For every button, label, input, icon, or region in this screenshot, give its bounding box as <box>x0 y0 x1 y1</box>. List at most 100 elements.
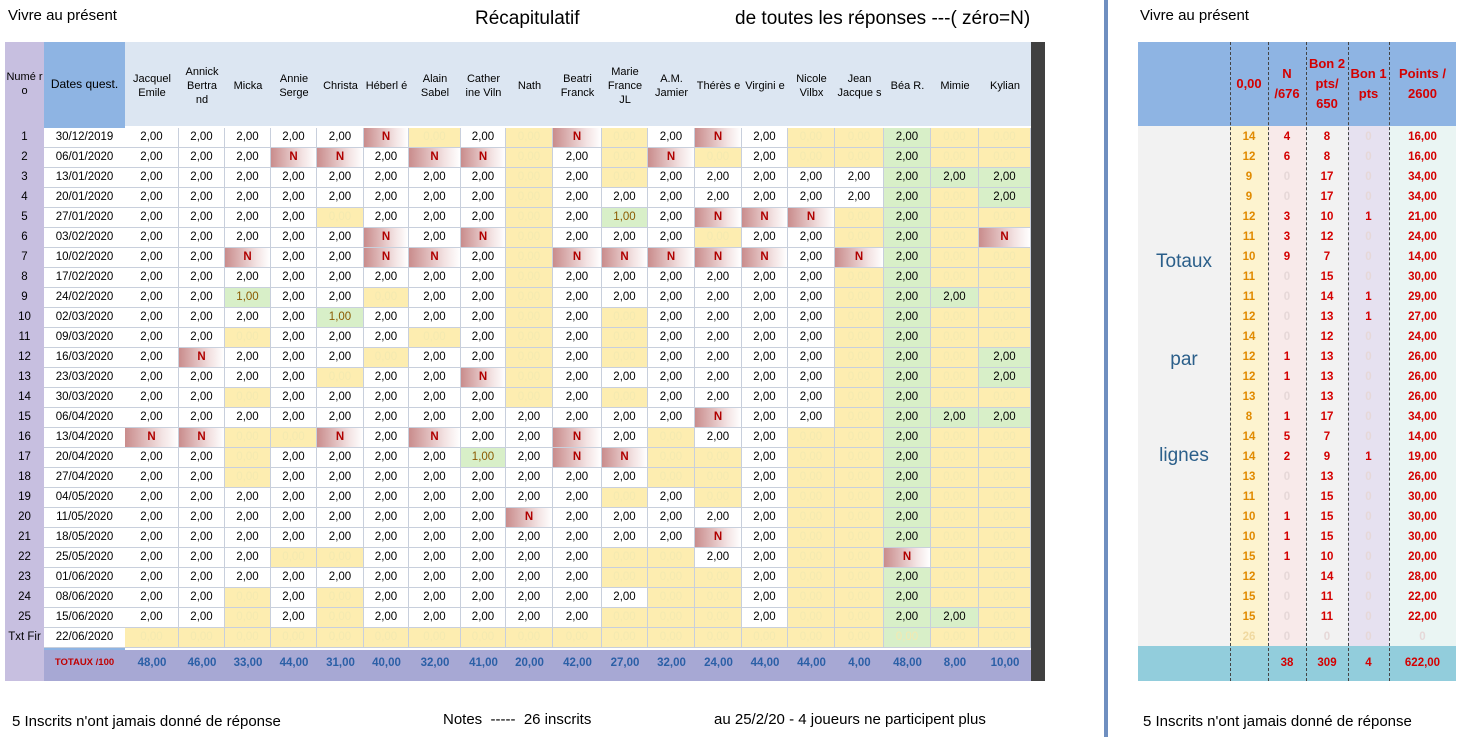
header-player: Cather ine Viln <box>465 73 502 99</box>
table-cell: 2,00 <box>553 388 602 408</box>
row-date: 02/03/2020 <box>44 308 125 328</box>
table-cell-zero: 0,00 <box>835 408 884 428</box>
table-cell-zero: 0,00 <box>835 488 884 508</box>
table-cell: 2,00 <box>125 528 179 548</box>
table-cell: 2,00 <box>788 168 835 188</box>
table-cell: 2,00 <box>409 608 461 628</box>
table-cell: 2,00 <box>125 388 179 408</box>
table-cell: 2,00 <box>695 268 742 288</box>
table-cell: 2,00 <box>648 228 695 248</box>
table-cell: 2,00 <box>225 408 271 428</box>
table-cell: 2,00 <box>271 528 317 548</box>
table-cell: 2,00 <box>364 208 409 228</box>
right-cell: 0 <box>1365 531 1372 543</box>
table-cell-zero: 0,00 <box>788 588 835 608</box>
right-cell: 1 <box>1283 511 1291 523</box>
right-cell: 13 <box>1320 311 1334 323</box>
table-cell: 2,00 <box>271 448 317 468</box>
right-cell: 12 <box>1242 351 1256 363</box>
table-cell: 2,00 <box>364 568 409 588</box>
table-cell-zero: 0,00 <box>695 468 742 488</box>
table-cell-zero: 0,00 <box>506 368 553 388</box>
right-cell: 0 <box>1365 391 1372 403</box>
right-cell: 22,00 <box>1408 611 1437 623</box>
table-cell: 2,00 <box>179 128 225 148</box>
table-cell-n: N <box>695 208 742 228</box>
total-cell: 40,00 <box>372 657 401 669</box>
right-cell: 16,00 <box>1408 131 1437 143</box>
table-cell-zero: 0,00 <box>695 568 742 588</box>
table-cell: 2,00 <box>648 268 695 288</box>
table-cell: 2,00 <box>179 248 225 268</box>
right-cell: 1 <box>1365 311 1372 323</box>
table-cell: 2,00 <box>553 308 602 328</box>
table-cell: 2,00 <box>364 368 409 388</box>
table-cell-zero: 0,00 <box>835 288 884 308</box>
table-cell: 2,00 <box>553 468 602 488</box>
footer-note-right: au 25/2/20 - 4 joueurs ne participent pl… <box>714 711 986 728</box>
table-cell: 2,00 <box>179 228 225 248</box>
right-cell: 0 <box>1365 591 1372 603</box>
table-cell-zero: 0,00 <box>931 308 979 328</box>
table-cell: 2,00 <box>179 148 225 168</box>
table-cell: 2,00 <box>884 148 931 168</box>
table-cell: 2,00 <box>125 368 179 388</box>
right-cell: 12 <box>1242 151 1256 163</box>
table-cell: 2,00 <box>225 308 271 328</box>
table-cell-zero: 0,00 <box>835 348 884 368</box>
table-cell: 2,00 <box>225 208 271 228</box>
table-cell-zero: 0,00 <box>835 308 884 328</box>
table-cell: 2,00 <box>179 188 225 208</box>
table-cell-zero: 0,00 <box>648 568 695 588</box>
right-cell: 1 <box>1283 531 1291 543</box>
table-cell: 2,00 <box>602 468 648 488</box>
table-cell: 2,00 <box>461 348 506 368</box>
right-header: Points / 2600 <box>1399 66 1446 101</box>
table-cell: 2,00 <box>742 168 788 188</box>
table-cell: 2,00 <box>788 388 835 408</box>
table-cell: 2,00 <box>317 128 364 148</box>
panel-separator <box>1104 0 1108 737</box>
right-cell: 14 <box>1242 451 1256 463</box>
table-cell-zero: 0,00 <box>931 188 979 208</box>
table-cell: 2,00 <box>364 548 409 568</box>
right-cell: 8 <box>1245 411 1253 423</box>
table-cell-zero: 0,00 <box>835 228 884 248</box>
table-cell-zero: 0,00 <box>648 628 695 648</box>
table-cell: 2,00 <box>695 308 742 328</box>
table-cell: 2,00 <box>742 588 788 608</box>
right-cell: 30,00 <box>1408 271 1437 283</box>
table-cell-n: N <box>409 428 461 448</box>
table-cell-zero: 0,00 <box>788 608 835 628</box>
table-cell: 2,00 <box>835 188 884 208</box>
totals-table: 0,00 N /676 Bon 2 pts/ 650 Bon 1 pts Points … <box>1138 42 1456 681</box>
table-cell-zero: 0,00 <box>931 348 979 368</box>
right-cell: 7 <box>1323 251 1331 263</box>
table-cell: 2,00 <box>602 508 648 528</box>
table-cell-zero: 0,00 <box>506 148 553 168</box>
table-cell: 2,00 <box>179 608 225 628</box>
total-cell: 32,00 <box>420 657 450 669</box>
table-cell: 2,00 <box>506 488 553 508</box>
table-cell: 2,00 <box>602 428 648 448</box>
table-cell: 1,00 <box>602 208 648 228</box>
right-cell: 0 <box>1283 191 1291 203</box>
right-cell: 1 <box>1283 551 1291 563</box>
right-total <box>1230 648 1268 678</box>
table-cell: 2,00 <box>409 468 461 488</box>
table-cell-zero: 0,00 <box>506 628 553 648</box>
table-cell: 2,00 <box>979 368 1031 388</box>
right-panel-title: Vivre au présent <box>1140 7 1249 24</box>
table-cell: 2,00 <box>695 168 742 188</box>
table-cell-zero: 0,00 <box>317 548 364 568</box>
table-cell: 2,00 <box>409 268 461 288</box>
row-date: 08/06/2020 <box>44 588 125 608</box>
right-cell: 9 <box>1245 171 1253 183</box>
total-cell: 20,00 <box>515 657 544 669</box>
table-cell-zero: 0,00 <box>317 588 364 608</box>
table-cell-zero: 0,00 <box>364 348 409 368</box>
table-cell-zero: 0,00 <box>931 568 979 588</box>
table-cell: 2,00 <box>742 328 788 348</box>
right-cell: 15 <box>1320 491 1334 503</box>
table-cell: 2,00 <box>931 288 979 308</box>
